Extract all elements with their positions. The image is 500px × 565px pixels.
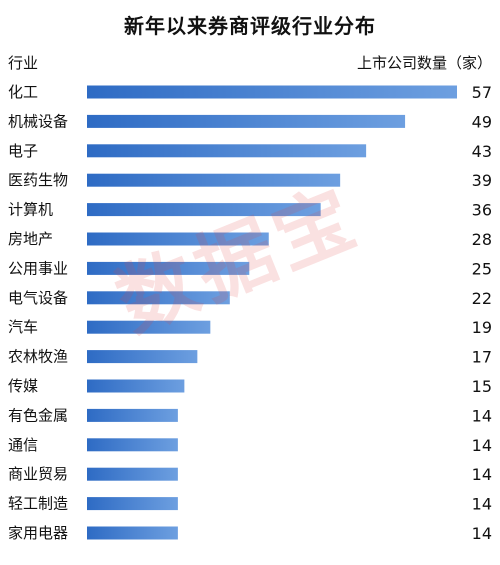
bar bbox=[87, 85, 457, 99]
bar bbox=[87, 114, 406, 128]
value-column-header: 上市公司数量（家） bbox=[356, 54, 492, 72]
bar bbox=[87, 526, 178, 540]
value-label: 43 bbox=[472, 142, 492, 161]
category-label: 农林牧渔 bbox=[8, 348, 68, 366]
value-label: 15 bbox=[472, 377, 492, 396]
value-label: 14 bbox=[472, 406, 492, 425]
value-label: 22 bbox=[472, 289, 492, 308]
bar bbox=[87, 291, 230, 305]
category-label: 电子 bbox=[8, 142, 38, 160]
bar bbox=[87, 467, 178, 481]
bar bbox=[87, 261, 250, 275]
bar bbox=[87, 232, 269, 246]
value-label: 28 bbox=[472, 230, 492, 249]
value-label: 49 bbox=[472, 112, 492, 131]
category-label: 传媒 bbox=[8, 377, 38, 395]
category-label: 商业贸易 bbox=[8, 465, 68, 483]
value-label: 14 bbox=[472, 495, 492, 514]
category-label: 有色金属 bbox=[8, 406, 68, 424]
value-label: 39 bbox=[472, 171, 492, 190]
category-label: 汽车 bbox=[8, 318, 38, 336]
bar bbox=[87, 497, 178, 511]
category-label: 电气设备 bbox=[8, 289, 68, 307]
bar bbox=[87, 144, 367, 158]
category-label: 通信 bbox=[8, 436, 38, 454]
value-label: 14 bbox=[472, 465, 492, 484]
value-label: 14 bbox=[472, 436, 492, 455]
value-label: 25 bbox=[472, 259, 492, 278]
bar bbox=[87, 408, 178, 422]
bar bbox=[87, 438, 178, 452]
value-label: 57 bbox=[472, 83, 492, 102]
bar bbox=[87, 350, 198, 364]
category-label: 轻工制造 bbox=[8, 495, 68, 513]
bar bbox=[87, 379, 185, 393]
category-label: 医药生物 bbox=[8, 171, 68, 189]
value-label: 36 bbox=[472, 201, 492, 220]
category-label: 计算机 bbox=[8, 201, 53, 219]
category-column-header: 行业 bbox=[8, 54, 39, 72]
category-label: 机械设备 bbox=[8, 112, 68, 130]
value-label: 14 bbox=[472, 524, 492, 543]
value-label: 19 bbox=[472, 318, 492, 337]
category-label: 房地产 bbox=[8, 230, 53, 248]
chart-title: 新年以来券商评级行业分布 bbox=[124, 14, 376, 38]
bar bbox=[87, 320, 211, 334]
category-label: 公用事业 bbox=[8, 259, 68, 277]
bar bbox=[87, 173, 341, 187]
category-label: 化工 bbox=[8, 83, 38, 101]
value-label: 17 bbox=[472, 348, 492, 367]
bar bbox=[87, 203, 321, 217]
category-label: 家用电器 bbox=[8, 524, 68, 542]
